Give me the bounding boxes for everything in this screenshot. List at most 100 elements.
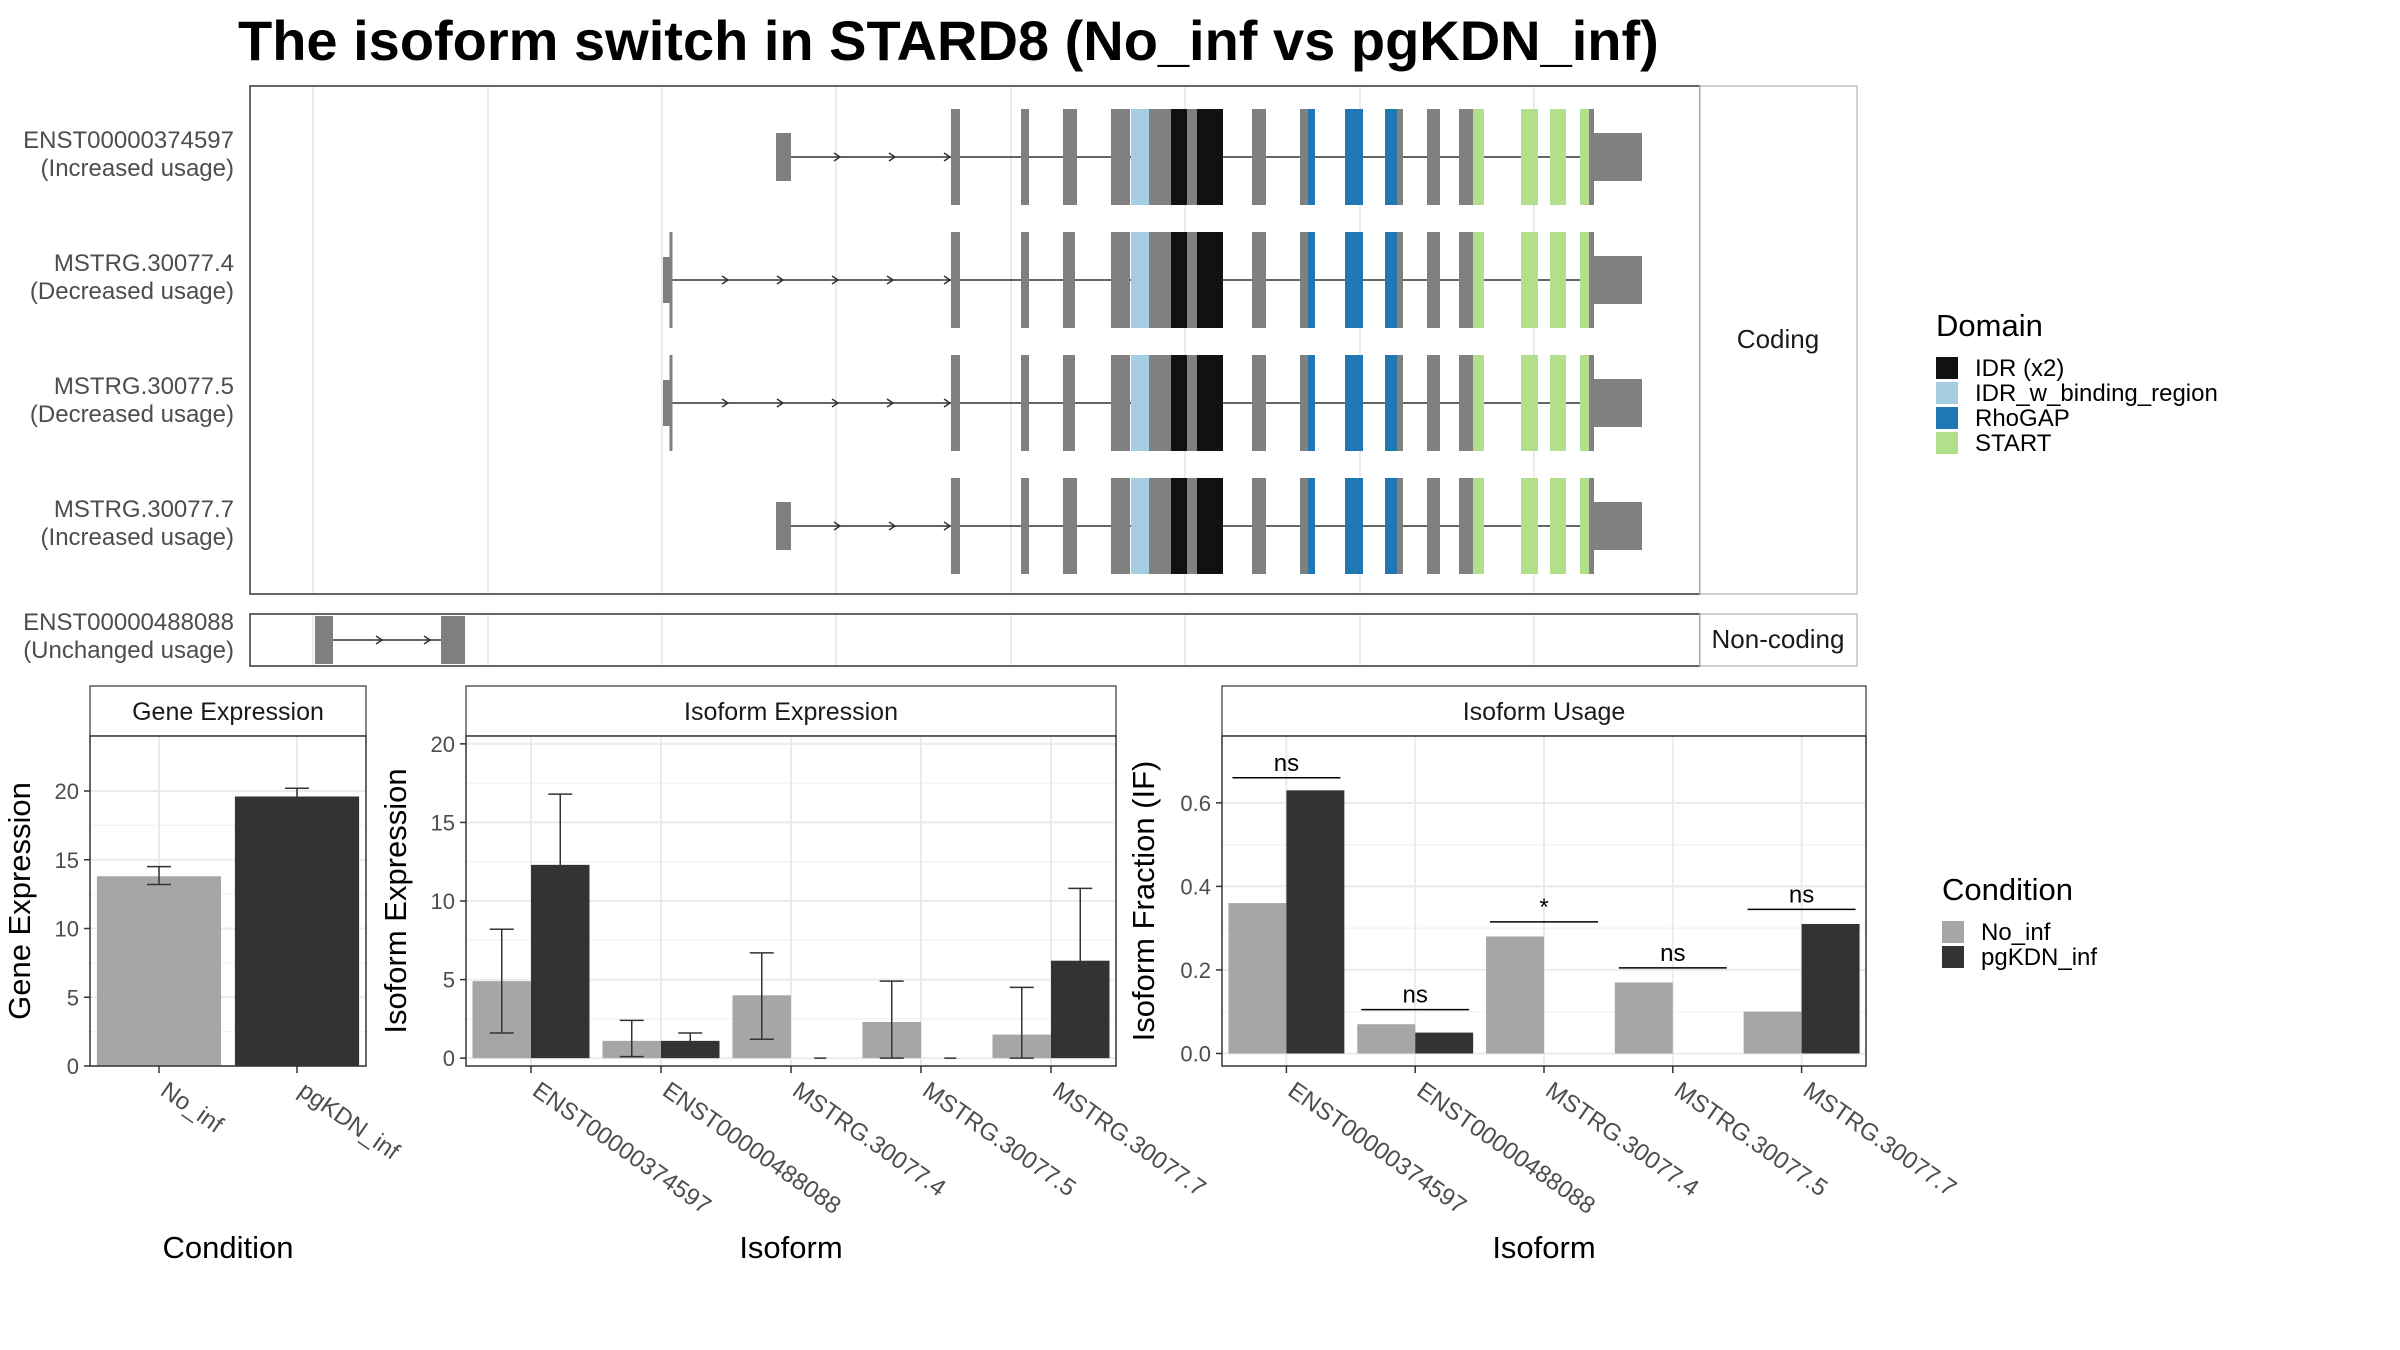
exon — [1589, 355, 1594, 451]
y-axis-title: Isoform Fraction (IF) — [1126, 761, 1161, 1042]
exon — [1459, 232, 1473, 328]
exon — [1594, 256, 1642, 304]
intron-arrow — [423, 635, 432, 645]
transcript-usage: (Decreased usage) — [30, 278, 234, 305]
domain-start — [1550, 232, 1566, 328]
domain-legend-swatch — [1936, 357, 1958, 379]
exon — [441, 616, 465, 664]
exon — [1427, 232, 1440, 328]
exon — [1063, 478, 1075, 574]
y-tick-label: 0.4 — [1180, 874, 1211, 899]
domain-start — [1550, 355, 1566, 451]
exon — [1300, 109, 1308, 205]
domain-idr-x2- — [1197, 232, 1223, 328]
condition-legend-title: Condition — [1942, 872, 2073, 907]
coding-strip — [1699, 85, 1858, 595]
exon — [1397, 355, 1403, 451]
domain-idr-w-binding-region — [1131, 232, 1149, 328]
bar-pgKDN_inf — [1801, 923, 1860, 1054]
y-tick-label: 0 — [443, 1046, 455, 1071]
chart-gene-expression: Gene Expression 0 5 10 15 20 No_inf pgKDN_inf Co… — [2, 685, 405, 1265]
exon — [1252, 355, 1266, 451]
domain-rhogap — [1308, 355, 1315, 451]
domain-start — [1580, 232, 1589, 328]
exon — [951, 232, 960, 328]
transcript-MSTRG.30077.5: MSTRG.30077.5(Decreased usage) — [30, 355, 1642, 451]
significance-label: ns — [1403, 982, 1428, 1009]
domain-rhogap — [1308, 478, 1315, 574]
domain-idr-w-binding-region — [1131, 355, 1149, 451]
exon — [1594, 379, 1642, 427]
intron-arrow — [888, 152, 897, 162]
domain-rhogap — [1308, 232, 1315, 328]
domain-start — [1473, 355, 1484, 451]
bar-No_inf — [1614, 982, 1673, 1054]
exon — [1459, 478, 1473, 574]
y-tick-label: 10 — [431, 889, 455, 914]
x-tick-label: pgKDN_inf — [294, 1077, 405, 1166]
exon — [1300, 355, 1308, 451]
exon — [1397, 232, 1403, 328]
domain-idr-x2- — [1197, 478, 1223, 574]
intron-arrow — [721, 275, 730, 285]
intron-arrow — [721, 398, 730, 408]
exon — [1594, 502, 1642, 550]
y-tick-label: 10 — [55, 917, 79, 942]
exon — [1589, 232, 1594, 328]
figure-title: The isoform switch in STARD8 (No_inf vs … — [238, 9, 1659, 72]
condition-legend-swatch — [1942, 946, 1964, 968]
intron-arrow — [833, 152, 842, 162]
y-tick-label: 15 — [55, 848, 79, 873]
transcript-usage: (Increased usage) — [41, 155, 234, 182]
exon — [663, 257, 671, 303]
exon — [1589, 478, 1594, 574]
significance-label: * — [1539, 894, 1548, 921]
panel-strip — [89, 685, 367, 737]
y-tick-label: 0.2 — [1180, 958, 1211, 983]
domain-rhogap — [1385, 478, 1397, 574]
exon — [1187, 232, 1197, 328]
exon — [1397, 109, 1403, 205]
exon — [1149, 355, 1171, 451]
intron-arrow — [831, 398, 840, 408]
noncoding-strip-label: Non-coding — [1712, 624, 1845, 654]
bar-No_inf — [1743, 1011, 1802, 1054]
intron-arrow — [943, 275, 952, 285]
domain-start — [1521, 109, 1538, 205]
panel-border — [89, 735, 367, 1067]
y-tick-label: 20 — [431, 732, 455, 757]
transcript-usage: (Increased usage) — [41, 524, 234, 551]
domain-start — [1473, 109, 1484, 205]
intron-arrow — [831, 275, 840, 285]
exon — [1300, 478, 1308, 574]
domain-rhogap — [1385, 355, 1397, 451]
exon — [663, 380, 671, 426]
exon — [315, 616, 333, 664]
domain-start — [1521, 355, 1538, 451]
exon — [1021, 232, 1029, 328]
exon — [1063, 355, 1075, 451]
transcript-id: MSTRG.30077.4 — [54, 250, 234, 277]
bar-pgKDN_inf — [234, 796, 360, 1066]
transcript-id: MSTRG.30077.7 — [54, 496, 234, 523]
exon — [1021, 355, 1029, 451]
intron-arrow — [375, 635, 384, 645]
transcript-ENST00000488088: ENST00000488088(Unchanged usage) — [23, 609, 465, 664]
domain-start — [1580, 109, 1589, 205]
domain-idr-w-binding-region — [1131, 109, 1149, 205]
coding-panel-border — [249, 85, 1701, 595]
panel-title: Isoform Expression — [684, 698, 898, 726]
transcript-structure-panel: CodingNon-codingENST00000374597(Increase… — [23, 85, 1858, 667]
domain-legend-swatch — [1936, 382, 1958, 404]
transcript-MSTRG.30077.7: MSTRG.30077.7(Increased usage) — [41, 478, 1642, 574]
exon — [1397, 478, 1403, 574]
exon — [1187, 478, 1197, 574]
exon — [1063, 109, 1075, 205]
panel-title: Gene Expression — [132, 698, 324, 726]
y-tick-label: 5 — [67, 985, 79, 1010]
domain-start — [1580, 355, 1589, 451]
domain-rhogap — [1345, 478, 1363, 574]
exon — [951, 478, 960, 574]
y-tick-label: 0 — [67, 1054, 79, 1079]
